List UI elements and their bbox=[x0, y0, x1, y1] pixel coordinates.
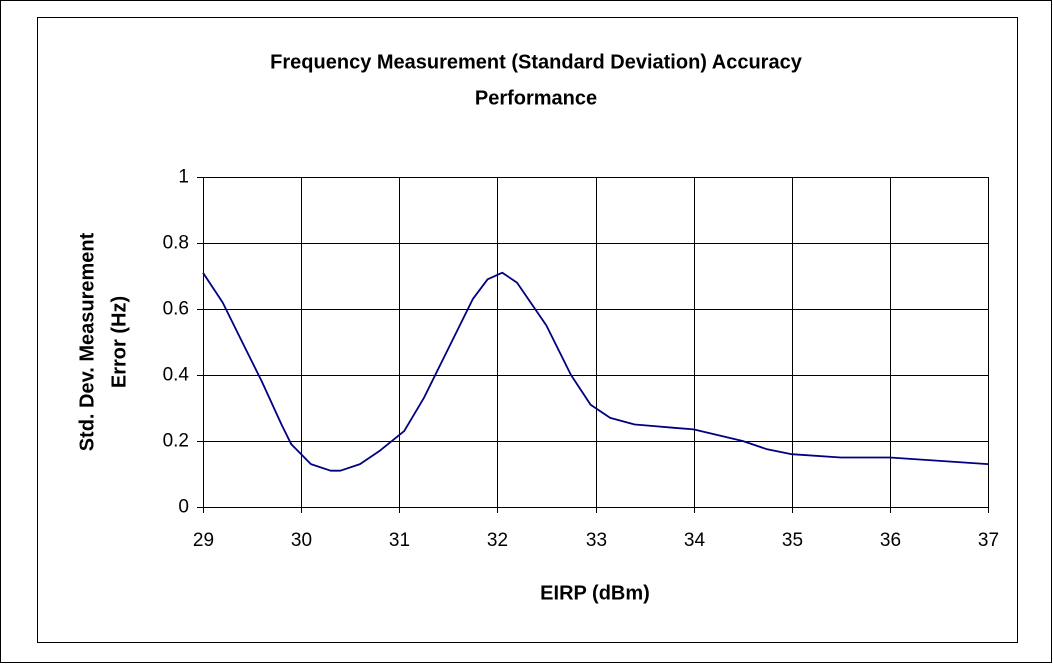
y-tick-label: 0.4 bbox=[163, 365, 190, 386]
line bbox=[202, 271, 989, 472]
y-tick-label: 1 bbox=[178, 167, 189, 188]
x-tick-label: 29 bbox=[193, 530, 214, 551]
x-axis-label: EIRP (dBm) bbox=[540, 582, 650, 604]
y-tick-label: 0 bbox=[178, 497, 189, 518]
y-axis-label: Std. Dev. Measurement bbox=[76, 232, 98, 451]
x-tick-label: 35 bbox=[782, 530, 803, 551]
x-tick-label: 33 bbox=[586, 530, 607, 551]
y-tick-label: 0.6 bbox=[163, 299, 189, 320]
x-tick-label: 36 bbox=[880, 530, 901, 551]
chart-title: Performance bbox=[475, 87, 597, 109]
x-tick-label: 32 bbox=[487, 530, 508, 551]
x-tick-label: 34 bbox=[684, 530, 706, 551]
x-tick-label: 37 bbox=[978, 530, 999, 551]
y-axis-label: Error (Hz) bbox=[108, 296, 130, 388]
y-tick-label: 0.8 bbox=[163, 233, 189, 254]
x-tick-label: 31 bbox=[389, 530, 410, 551]
x-tick-label: 30 bbox=[291, 530, 312, 551]
y-tick-label: 0.2 bbox=[163, 431, 189, 452]
chart-border bbox=[37, 17, 1018, 643]
chart-title: Frequency Measurement (Standard Deviatio… bbox=[270, 51, 803, 73]
